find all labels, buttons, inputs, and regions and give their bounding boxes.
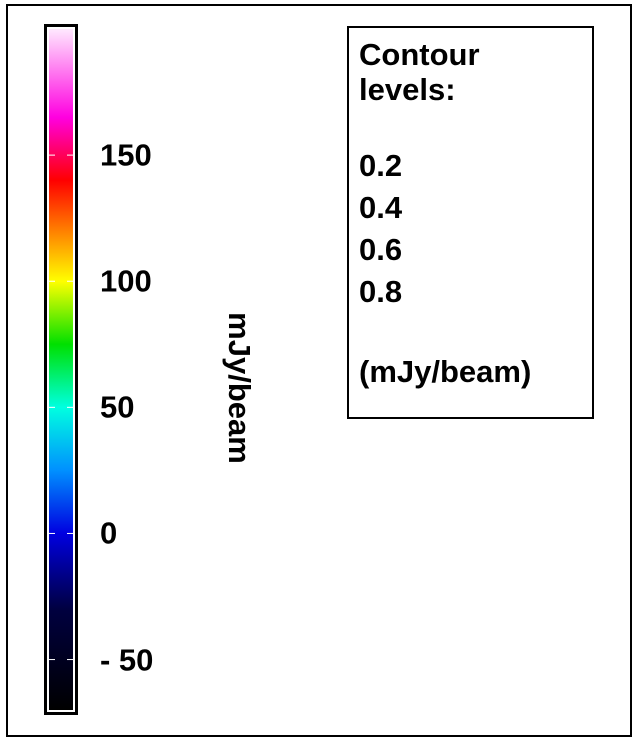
contour-legend-title-2: levels:	[359, 72, 456, 107]
contour-level: 0.8	[359, 274, 403, 309]
contour-legend-title-1: Contour	[359, 37, 480, 72]
colorbar-tick-label: - 50	[100, 642, 154, 678]
colorbar-ticks	[49, 154, 73, 661]
contour-legend: Contour levels: 0.2 0.4 0.6 0.8 (mJy/bea…	[347, 26, 594, 419]
contour-level: 0.6	[359, 232, 403, 267]
contour-legend-unit: (mJy/beam)	[359, 354, 532, 389]
colorbar-tick-label: 150	[100, 137, 152, 173]
colorbar	[49, 29, 73, 710]
colorbar-tick-label: 50	[100, 389, 135, 425]
colorbar-tick-label: 0	[100, 515, 118, 551]
colorbar-tick-label: 100	[100, 263, 152, 299]
colorbar-gradient	[49, 29, 73, 710]
contour-legend-spacer	[359, 107, 592, 145]
contour-legend-spacer	[359, 313, 592, 351]
colorbar-border	[44, 24, 78, 715]
colorbar-unit-label: mJy/beam	[222, 312, 257, 464]
contour-level: 0.2	[359, 148, 403, 183]
contour-level: 0.4	[359, 190, 403, 225]
